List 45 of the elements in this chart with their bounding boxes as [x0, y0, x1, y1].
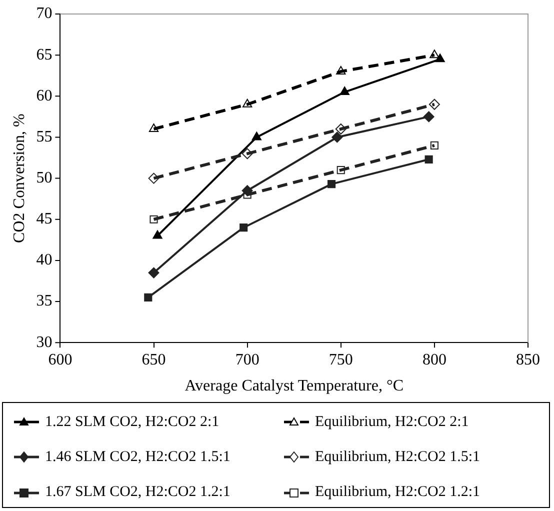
point	[240, 224, 248, 232]
legend-label: Equilibrium, H2:CO2 2:1	[315, 414, 469, 430]
y-tick-label: 40	[36, 252, 52, 269]
y-tick-label: 70	[36, 5, 52, 22]
point	[428, 98, 440, 110]
point	[340, 86, 350, 96]
point	[150, 215, 158, 224]
point	[242, 98, 252, 108]
point	[336, 166, 345, 174]
point	[148, 124, 159, 132]
point	[148, 172, 160, 184]
x-axis-title: Average Catalyst Temperature, °C	[184, 378, 404, 395]
y-tick-label: 35	[36, 292, 52, 310]
y-tick-label: 60	[36, 87, 52, 104]
point	[332, 132, 343, 143]
point	[327, 180, 336, 188]
legend-label: 1.46 SLM CO2, H2:CO2 1.5:1	[45, 448, 230, 466]
point	[430, 50, 440, 58]
y-tick-label: 65	[36, 46, 52, 64]
x-tick-label: 800	[422, 351, 446, 368]
y-axis-title: CO2 Conversion, %	[10, 114, 28, 243]
point	[152, 230, 162, 239]
x-tick-label: 650	[142, 351, 166, 368]
y-tick-label: 50	[36, 170, 52, 187]
x-tick-label: 700	[235, 351, 260, 368]
x-tick-label: 600	[48, 351, 72, 368]
point	[242, 148, 253, 160]
x-tick-label: 850	[516, 351, 540, 368]
legend-label: Equilibrium, H2:CO2 1.5:1	[315, 448, 480, 466]
legend-label: Equilibrium, H2:CO2 1.2:1	[315, 484, 480, 502]
point	[335, 124, 346, 135]
x-tick-label: 750	[328, 351, 353, 368]
legend-label: 1.22 SLM CO2, H2:CO2 2:1	[45, 414, 220, 430]
point	[336, 66, 346, 75]
point	[423, 111, 434, 122]
y-tick-label: 45	[36, 210, 52, 228]
point	[424, 155, 433, 164]
point	[252, 132, 262, 140]
point	[144, 293, 152, 302]
point	[430, 141, 438, 150]
point	[148, 267, 160, 278]
point	[435, 54, 445, 62]
y-tick-label: 30	[36, 334, 52, 351]
legend-label: 1.67 SLM CO2, H2:CO2 1.2:1	[45, 484, 230, 502]
y-tick-label: 55	[36, 128, 52, 146]
